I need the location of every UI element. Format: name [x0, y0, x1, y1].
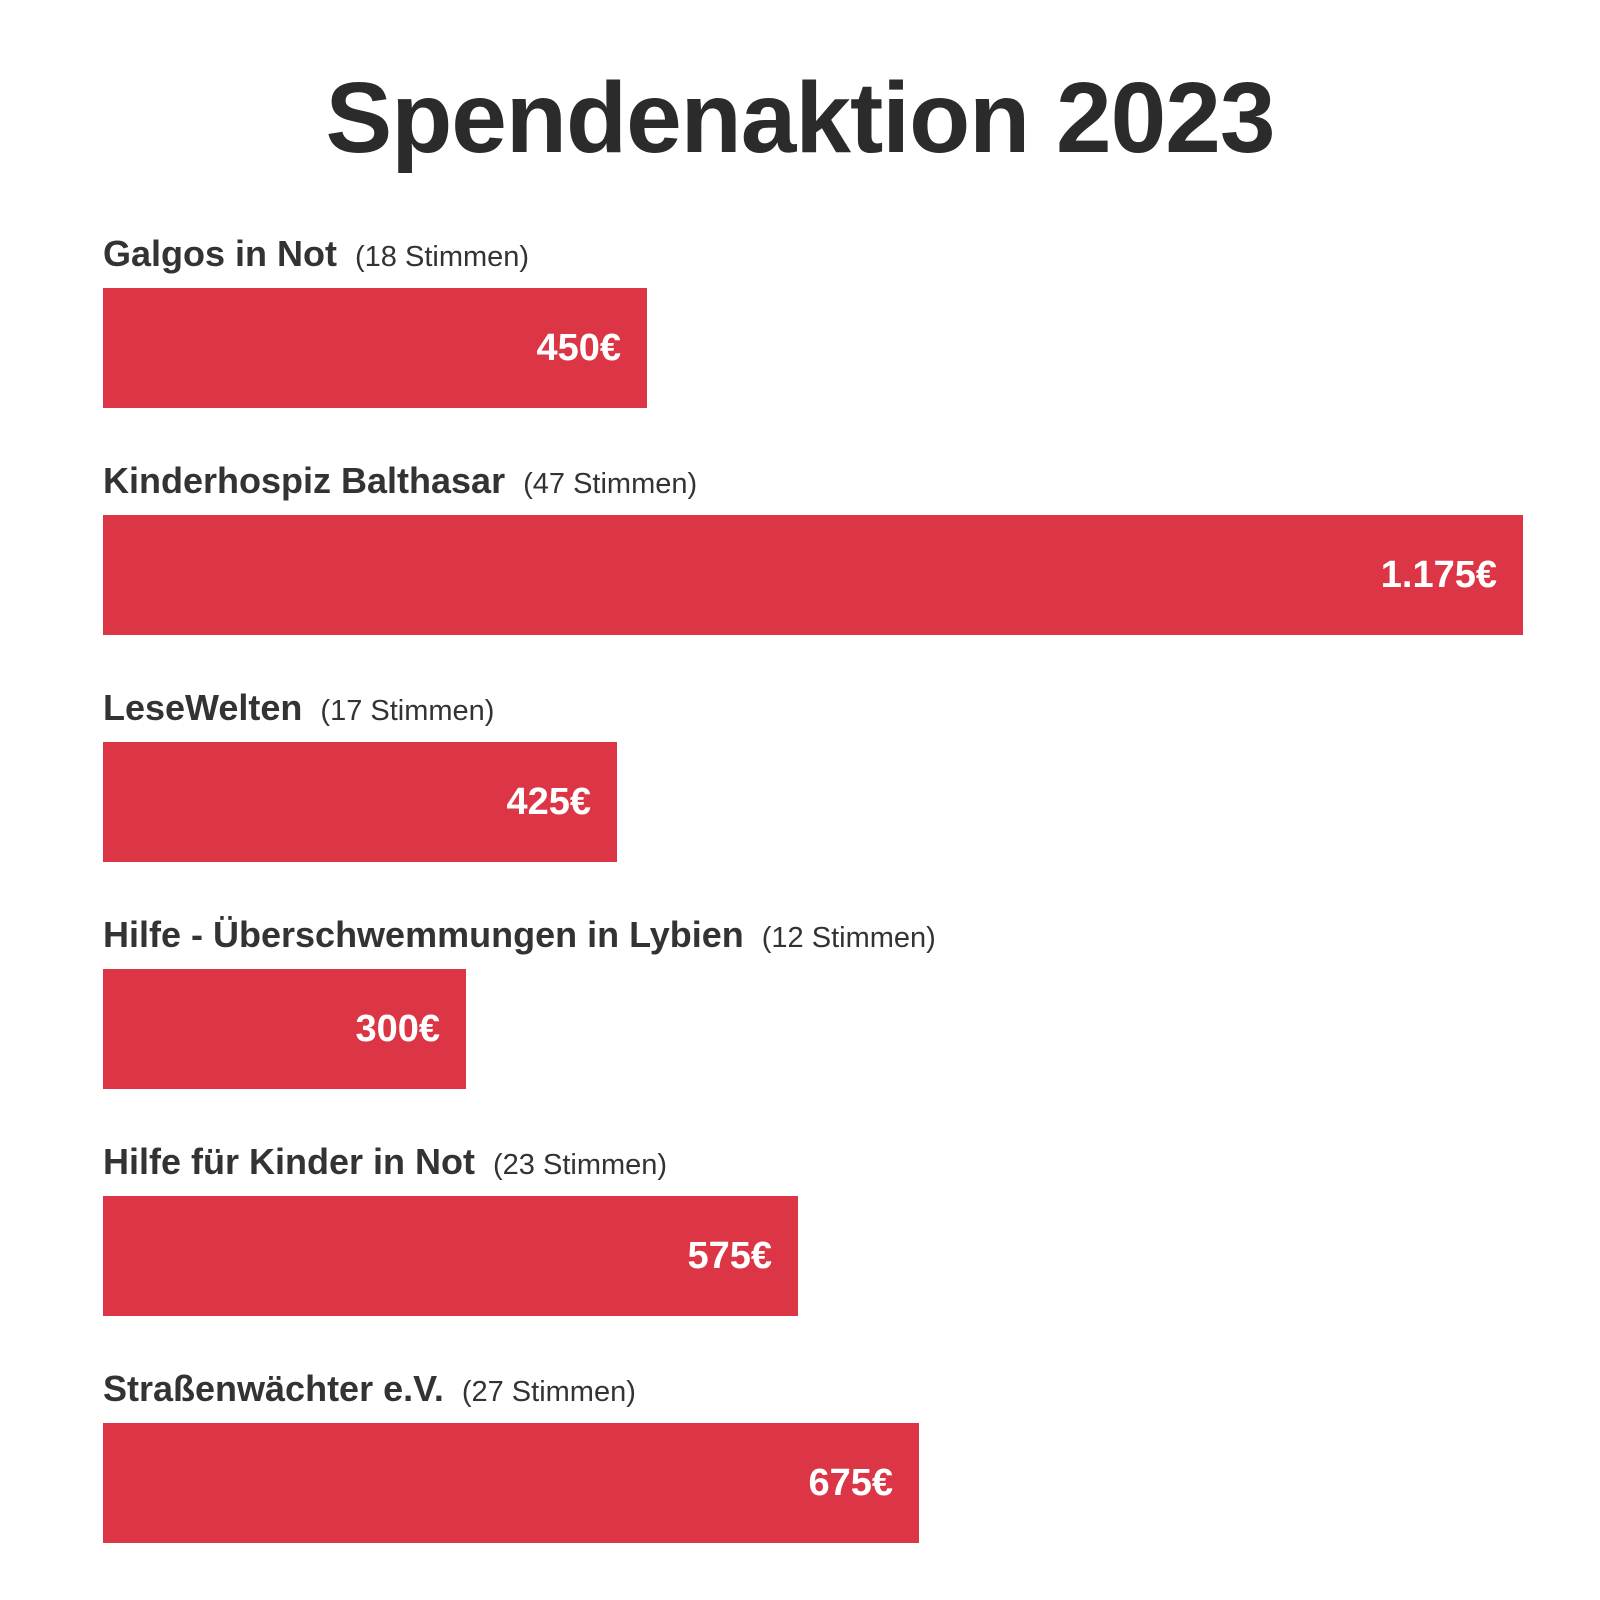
item-votes: (18 Stimmen): [355, 241, 530, 273]
chart-item-hilfe-kinder: Hilfe für Kinder in Not (23 Stimmen) 575€: [103, 1136, 1543, 1316]
chart-item-kinderhospiz: Kinderhospiz Balthasar (47 Stimmen) 1.175…: [103, 455, 1543, 635]
bar-value-label: 425€: [506, 781, 591, 823]
item-votes: (27 Stimmen): [461, 1376, 636, 1408]
chart-item-strassenwaechter: Straßenwächter e.V. (27 Stimmen) 675€: [103, 1363, 1543, 1543]
bar: 425€: [103, 742, 617, 862]
item-name: Galgos in Not: [103, 233, 337, 274]
item-label: Hilfe - Überschwemmungen in Lybien (12 St…: [103, 909, 1543, 961]
bar: 675€: [103, 1423, 919, 1543]
item-votes: (23 Stimmen): [493, 1149, 668, 1181]
bar: 1.175€: [103, 515, 1523, 635]
item-label: Hilfe für Kinder in Not (23 Stimmen): [103, 1136, 1543, 1188]
item-votes: (12 Stimmen): [761, 922, 936, 954]
chart-item-hilfe-lybien: Hilfe - Überschwemmungen in Lybien (12 St…: [103, 909, 1543, 1089]
item-votes: (17 Stimmen): [320, 695, 495, 727]
bar-value-label: 1.175€: [1380, 554, 1497, 596]
bar-value-label: 575€: [687, 1235, 772, 1277]
item-label: Kinderhospiz Balthasar (47 Stimmen): [103, 455, 1543, 507]
item-name: Hilfe für Kinder in Not: [103, 1141, 475, 1182]
item-name: LeseWelten: [103, 687, 303, 728]
item-label: Galgos in Not (18 Stimmen): [103, 228, 1543, 280]
bar: 450€: [103, 288, 647, 408]
item-name: Hilfe - Überschwemmungen in Lybien: [103, 914, 744, 955]
item-name: Kinderhospiz Balthasar: [103, 460, 506, 501]
bar-value-label: 300€: [355, 1008, 440, 1050]
chart-title: Spendenaktion 2023: [325, 62, 1276, 174]
chart-item-galgos: Galgos in Not (18 Stimmen) 450€: [103, 228, 1543, 408]
chart-item-lesewelten: LeseWelten (17 Stimmen) 425€: [103, 682, 1543, 862]
bar-value-label: 450€: [536, 327, 621, 369]
item-name: Straßenwächter e.V.: [103, 1368, 444, 1409]
bar-value-label: 675€: [808, 1462, 893, 1504]
item-votes: (47 Stimmen): [523, 468, 698, 500]
item-label: Straßenwächter e.V. (27 Stimmen): [103, 1363, 1543, 1415]
item-label: LeseWelten (17 Stimmen): [103, 682, 1543, 734]
bar: 575€: [103, 1196, 798, 1316]
bar: 300€: [103, 969, 466, 1089]
